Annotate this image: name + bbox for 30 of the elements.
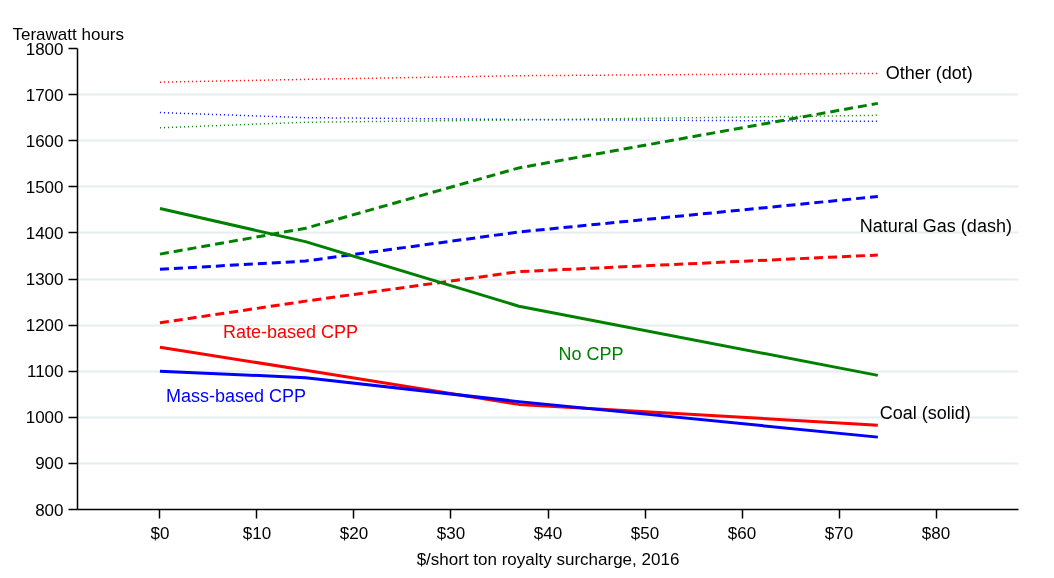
x-tick-label: $0 [150, 523, 170, 543]
line-series [159, 111, 879, 123]
y-tick-label: 1600 [25, 131, 64, 151]
series-label: Mass-based CPP [165, 386, 307, 407]
annotation: Natural Gas (dash) [859, 216, 1012, 237]
y-tick-label: 1400 [25, 223, 64, 243]
y-tick-label: 1200 [25, 316, 64, 336]
x-axis-title: $/short ton royalty surcharge, 2016 [416, 549, 680, 569]
y-tick-label: 1300 [25, 270, 64, 289]
series-label: No CPP [558, 344, 624, 365]
x-tick-label: $40 [533, 523, 563, 543]
series-label: Rate-based CPP [222, 322, 359, 343]
x-tick-label: $30 [436, 523, 466, 543]
y-tick-label: 1000 [25, 408, 64, 428]
y-tick-label: 1700 [25, 85, 64, 105]
x-tick-label: $80 [921, 523, 951, 543]
annotation: Coal (solid) [879, 403, 971, 424]
line-series [158, 253, 880, 325]
y-tick-label: 900 [35, 454, 64, 474]
y-tick-label: 1500 [25, 177, 64, 197]
y-tick-label: 1100 [26, 362, 64, 382]
x-tick-label: $70 [824, 523, 854, 543]
y-tick-label: 800 [35, 500, 64, 520]
line-series [158, 369, 880, 439]
x-tick-label: $60 [727, 523, 757, 543]
x-tick-label: $50 [630, 523, 660, 543]
annotation: Other (dot) [885, 63, 973, 84]
line-series [159, 72, 879, 83]
x-tick-label: $10 [242, 523, 272, 543]
x-tick-label: $20 [339, 523, 369, 543]
